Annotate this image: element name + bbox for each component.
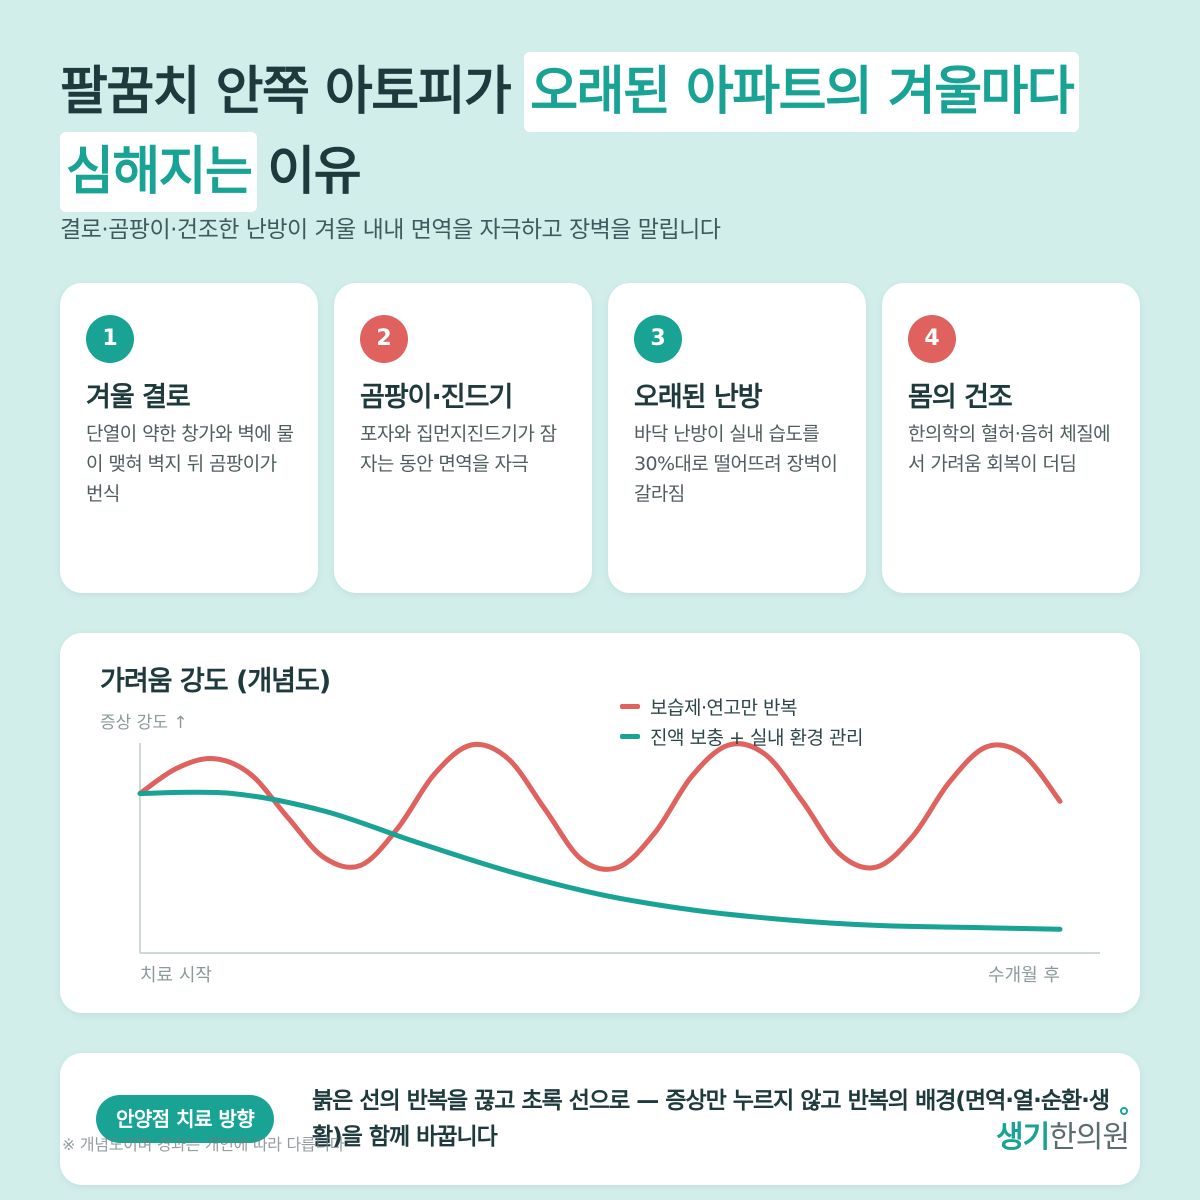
logo-part-2: 한의원 bbox=[1049, 1120, 1130, 1155]
chart-legend: 보습제·연고만 반복 진액 보충 + 실내 환경 관리 bbox=[620, 691, 863, 751]
treatment-direction-card: 안양점 치료 방향 붉은 선의 반복을 끊고 초록 선으로 — 증상만 누르지 … bbox=[60, 1053, 1140, 1185]
treatment-badge: 안양점 치료 방향 bbox=[96, 1095, 275, 1143]
y-axis-label: 증상 강도 ↑ bbox=[100, 713, 188, 733]
headline-highlight-2: 심해지는 bbox=[60, 132, 258, 212]
legend-item-red: 보습제·연고만 반복 bbox=[620, 691, 863, 721]
chart-title: 가려움 강도 (개념도) bbox=[100, 666, 331, 697]
legend-swatch-teal bbox=[620, 733, 640, 739]
card-description: 바닥 난방이 실내 습도를 30%대로 떨어뜨려 장벽이 갈라짐 bbox=[634, 423, 838, 505]
card-description: 단열이 약한 창가와 벽에 물이 맺혀 벽지 뒤 곰팡이가 번식 bbox=[86, 423, 294, 505]
headline-plain-1: 팔꿈치 안쪽 아토피가 bbox=[60, 62, 512, 122]
cause-card-3: 3 오래된 난방 바닥 난방이 실내 습도를 30%대로 떨어뜨려 장벽이 갈라… bbox=[608, 283, 866, 593]
series-line-teal bbox=[137, 789, 1063, 932]
x-end-label: 수개월 후 bbox=[988, 965, 1060, 986]
headline-highlight-1: 오래된 아파트의 겨울마다 bbox=[524, 52, 1080, 132]
series-layer bbox=[137, 741, 1063, 932]
legend-label-teal: 진액 보충 + 실내 환경 관리 bbox=[650, 726, 863, 749]
clinic-logo: 생기한의원 bbox=[996, 1112, 1130, 1156]
itch-intensity-chart: 증상 강도 ↑ 치료 시작 수개월 후 bbox=[100, 713, 1100, 986]
headline: 팔꿈치 안쪽 아토피가 오래된 아파트의 겨울마다 심해지는 이유 bbox=[60, 52, 1150, 212]
subtitle: 결로·곰팡이·건조한 난방이 겨울 내내 면역을 자극하고 장벽을 말립니다 bbox=[60, 217, 721, 243]
card-number-badge: 4 bbox=[908, 315, 956, 363]
card-number-badge: 2 bbox=[360, 315, 408, 363]
headline-line-1: 팔꿈치 안쪽 아토피가 오래된 아파트의 겨울마다 bbox=[60, 52, 1150, 132]
chart-card: 가려움 강도 (개념도) 증상 강도 ↑ 치료 시작 수개월 후 보습제·연고만… bbox=[60, 633, 1140, 1013]
cause-card-1: 1 겨울 결로 단열이 약한 창가와 벽에 물이 맺혀 벽지 뒤 곰팡이가 번식 bbox=[60, 283, 318, 593]
headline-plain-2: 이유 bbox=[267, 142, 361, 202]
cause-card-2: 2 곰팡이·진드기 포자와 집먼지진드기가 잠자는 동안 면역을 자극 bbox=[334, 283, 592, 593]
card-description: 포자와 집먼지진드기가 잠자는 동안 면역을 자극 bbox=[360, 423, 557, 475]
card-title: 겨울 결로 bbox=[86, 382, 191, 413]
card-title: 오래된 난방 bbox=[634, 382, 763, 413]
card-number-badge: 3 bbox=[634, 315, 682, 363]
footnote: ※ 개념도이며 경과는 개인에 따라 다릅니다 bbox=[62, 1135, 345, 1154]
card-description: 한의학의 혈허·음허 체질에서 가려움 회복이 더딤 bbox=[908, 423, 1111, 475]
cause-card-4: 4 몸의 건조 한의학의 혈허·음허 체질에서 가려움 회복이 더딤 bbox=[882, 283, 1140, 593]
card-number-badge: 1 bbox=[86, 315, 134, 363]
legend-swatch-red bbox=[620, 703, 640, 709]
card-title: 곰팡이·진드기 bbox=[360, 382, 513, 413]
legend-item-teal: 진액 보충 + 실내 환경 관리 bbox=[620, 721, 863, 751]
legend-label-red: 보습제·연고만 반복 bbox=[650, 696, 797, 719]
x-start-label: 치료 시작 bbox=[140, 965, 212, 986]
card-title: 몸의 건조 bbox=[908, 382, 1013, 413]
series-line-red bbox=[137, 741, 1063, 872]
treatment-text: 붉은 선의 반복을 끊고 초록 선으로 — 증상만 누르지 않고 반복의 배경(… bbox=[312, 1088, 1110, 1150]
logo-part-1: 생기 bbox=[996, 1120, 1050, 1155]
headline-line-2: 심해지는 이유 bbox=[60, 132, 1150, 212]
logo-dot-icon bbox=[1120, 1107, 1128, 1115]
